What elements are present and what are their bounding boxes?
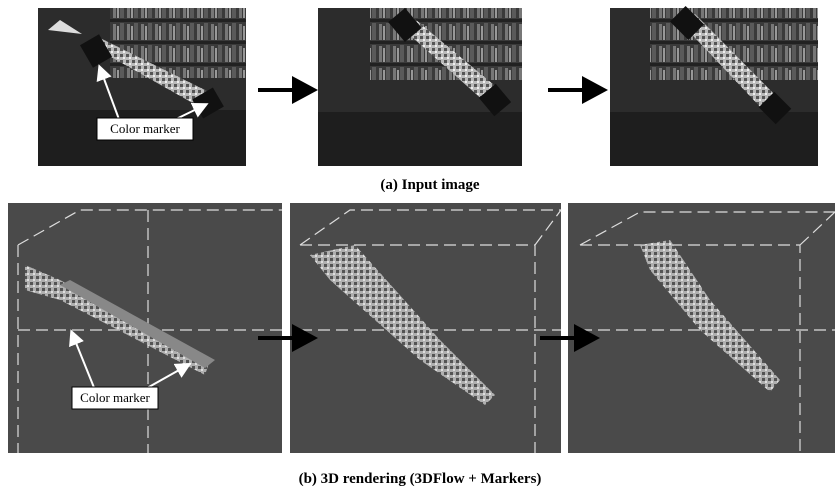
sequence-arrow — [548, 76, 608, 104]
input-photo-3 — [610, 6, 818, 166]
rendering-1 — [8, 203, 282, 453]
rendering-2 — [290, 203, 561, 453]
rendering-3 — [568, 203, 835, 453]
marker-label: Color marker — [80, 390, 150, 405]
input-photo-1 — [38, 8, 246, 166]
marker-label: Color marker — [110, 121, 180, 136]
caption: (b) 3D rendering (3DFlow + Markers) — [299, 471, 542, 487]
caption: (a) Input image — [380, 177, 480, 193]
input-photo-2 — [318, 8, 522, 166]
figure: Color marker (a) Input image Color marke… — [0, 0, 838, 494]
sequence-arrow — [258, 76, 318, 104]
